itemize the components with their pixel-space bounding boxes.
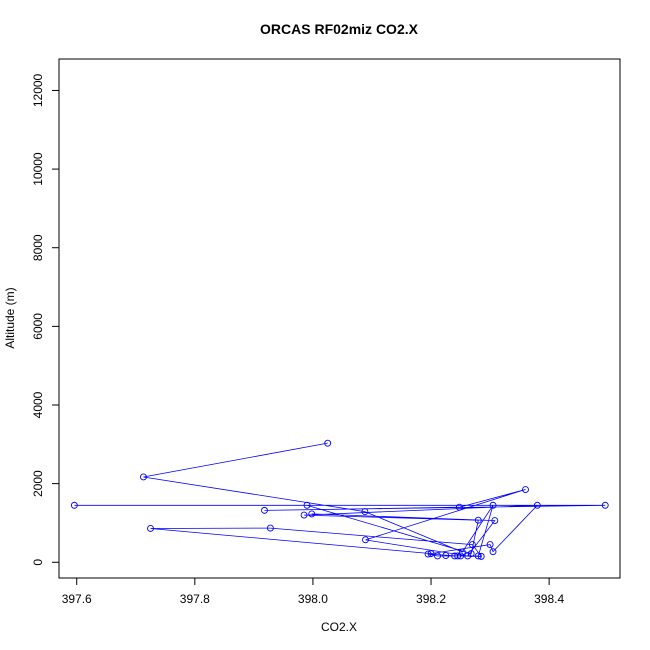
data-point <box>361 508 369 516</box>
chart-title: ORCAS RF02miz CO2.X <box>260 21 419 37</box>
data-point <box>427 550 435 558</box>
data-point <box>362 536 369 544</box>
y-axis: 0 2000 4000 6000 8000 10000 12000 <box>31 73 60 566</box>
y-tick-label: 4000 <box>31 391 45 418</box>
data-point <box>70 501 78 509</box>
data-point <box>474 552 482 560</box>
data-point <box>464 552 472 560</box>
plot-frame <box>58 58 621 579</box>
data-point <box>468 541 476 549</box>
data-point <box>477 552 485 560</box>
data-point <box>489 501 497 509</box>
data-point <box>474 516 482 524</box>
y-axis-label: Altitude (m) <box>3 287 17 348</box>
y-tick-label: 0 <box>31 559 45 566</box>
data-point <box>601 501 609 509</box>
y-tick-label: 2000 <box>31 470 45 497</box>
y-tick-label: 10000 <box>31 152 45 186</box>
x-tick-label: 397.6 <box>62 592 92 606</box>
data-point <box>147 525 154 532</box>
x-tick-label: 397.8 <box>180 592 210 606</box>
data-point <box>491 517 499 525</box>
data-point <box>486 541 494 549</box>
data-point <box>467 550 475 558</box>
data-point <box>300 511 308 519</box>
series-layer <box>70 439 609 560</box>
data-point <box>454 552 462 560</box>
data-point <box>261 506 268 514</box>
x-axis: 397.6 397.8 398.0 398.2 398.4 <box>62 577 564 606</box>
data-point <box>457 552 465 560</box>
x-tick-label: 398.0 <box>298 592 328 606</box>
data-point <box>424 550 432 558</box>
series-line <box>74 442 606 557</box>
y-tick-label: 12000 <box>31 73 45 107</box>
data-point <box>434 552 441 560</box>
data-point <box>455 503 463 511</box>
y-tick-label: 6000 <box>31 313 45 340</box>
x-axis-label: CO2.X <box>321 620 357 634</box>
data-point <box>522 486 529 493</box>
data-point <box>266 524 274 532</box>
y-tick-label: 8000 <box>31 234 45 261</box>
data-point <box>458 548 466 556</box>
data-point <box>308 510 316 518</box>
data-point <box>533 501 541 509</box>
x-tick-label: 398.4 <box>534 592 564 606</box>
data-point <box>139 473 147 481</box>
data-point <box>303 501 311 509</box>
data-point <box>442 552 450 560</box>
data-point <box>324 439 332 447</box>
data-point <box>489 548 497 556</box>
x-tick-label: 398.2 <box>416 592 446 606</box>
